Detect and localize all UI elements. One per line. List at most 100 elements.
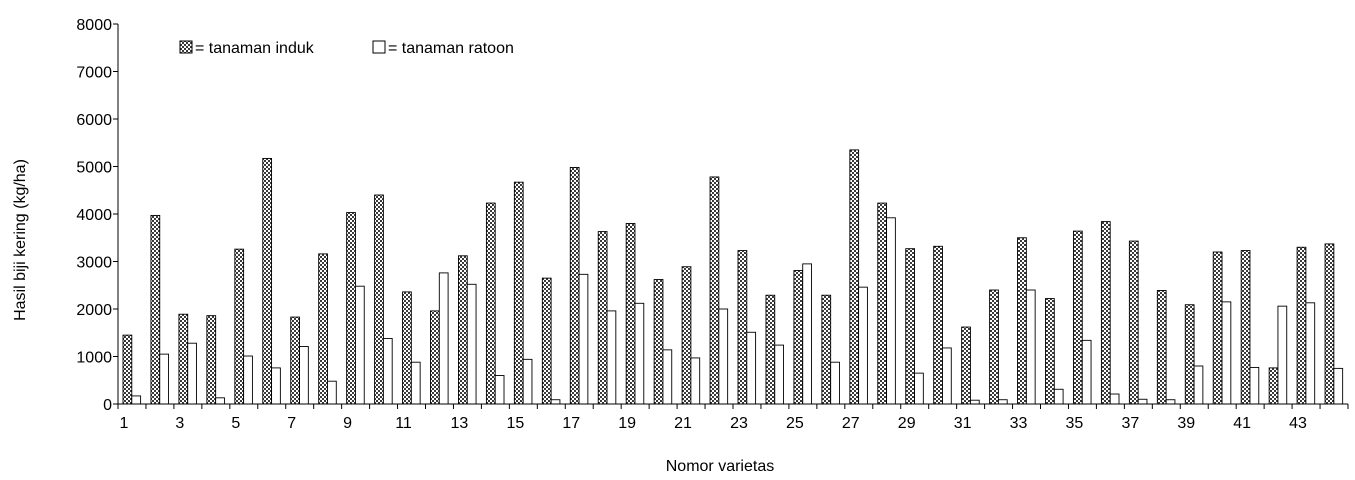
x-tick-label: 19 — [618, 415, 636, 432]
bar-tanaman-ratoon-7 — [299, 346, 309, 405]
legend-label-tanaman-induk: = tanaman induk — [195, 40, 315, 57]
bar-tanaman-induk-39 — [1184, 304, 1195, 405]
bar-tanaman-induk-37 — [1128, 240, 1139, 405]
bar-tanaman-induk-14 — [485, 202, 496, 405]
bar-tanaman-ratoon-13 — [466, 283, 477, 405]
bar-tanaman-ratoon-2 — [159, 353, 170, 405]
bar-tanaman-induk-44 — [1324, 243, 1335, 405]
bar-tanaman-induk-13 — [458, 255, 468, 405]
bars-layer — [122, 149, 1344, 405]
bar-tanaman-ratoon-31 — [969, 399, 980, 405]
bar-tanaman-induk-19 — [625, 223, 636, 405]
x-tick-label: 37 — [1121, 415, 1139, 432]
bar-tanaman-ratoon-26 — [830, 361, 840, 405]
bar-tanaman-induk-31 — [961, 326, 971, 405]
x-tick-label: 27 — [842, 415, 860, 432]
bar-tanaman-induk-17 — [569, 166, 580, 405]
bar-tanaman-induk-30 — [933, 245, 943, 405]
bar-tanaman-induk-40 — [1212, 251, 1223, 405]
y-axis-title: Hasil biji kering (kg/ha) — [12, 159, 29, 321]
bar-tanaman-induk-24 — [765, 294, 776, 405]
bar-tanaman-induk-10 — [374, 194, 384, 405]
bar-tanaman-induk-38 — [1156, 290, 1167, 405]
bar-tanaman-ratoon-44 — [1333, 367, 1344, 405]
bar-tanaman-ratoon-25 — [802, 263, 812, 405]
bar-tanaman-induk-25 — [793, 270, 804, 405]
bar-tanaman-ratoon-28 — [886, 217, 896, 405]
y-tick-label: 8000 — [76, 17, 112, 34]
bar-tanaman-induk-41 — [1240, 250, 1251, 405]
bar-tanaman-induk-20 — [653, 279, 664, 405]
y-tick-label: 6000 — [76, 112, 112, 129]
y-tick-label: 0 — [103, 397, 112, 414]
x-axis: 1 3 5 7 9 11 13 15 17 19 21 23 25 27 29 31 33 35 37 39 41 43 — [117, 403, 1349, 432]
bar-tanaman-induk-21 — [681, 266, 692, 405]
bar-tanaman-induk-32 — [989, 289, 999, 405]
bar-tanaman-ratoon-18 — [606, 310, 617, 405]
bar-tanaman-induk-4 — [206, 315, 217, 405]
bar-tanaman-ratoon-30 — [942, 347, 952, 405]
y-tick-label: 7000 — [76, 65, 112, 82]
bar-tanaman-ratoon-36 — [1109, 393, 1120, 405]
bar-tanaman-induk-2 — [150, 214, 161, 405]
bar-tanaman-induk-29 — [905, 248, 915, 405]
legend-label-tanaman-ratoon: = tanaman ratoon — [388, 40, 514, 57]
bar-tanaman-induk-28 — [877, 202, 888, 405]
bar-tanaman-ratoon-37 — [1137, 398, 1148, 405]
bar-tanaman-ratoon-11 — [410, 361, 421, 405]
x-tick-label: 41 — [1233, 415, 1251, 432]
bar-tanaman-ratoon-9 — [354, 285, 365, 405]
bar-tanaman-ratoon-32 — [997, 399, 1008, 405]
x-tick-label: 31 — [954, 415, 972, 432]
bar-tanaman-induk-7 — [290, 316, 300, 405]
bar-tanaman-ratoon-5 — [243, 355, 253, 405]
bar-tanaman-induk-34 — [1045, 298, 1055, 405]
bar-tanaman-ratoon-14 — [494, 375, 505, 405]
y-tick-label: 4000 — [76, 207, 112, 224]
bar-tanaman-ratoon-12 — [438, 272, 449, 405]
y-tick-label: 2000 — [76, 302, 112, 319]
bar-tanaman-ratoon-3 — [187, 342, 197, 405]
bar-tanaman-ratoon-27 — [858, 286, 868, 405]
x-tick-label: 43 — [1289, 415, 1307, 432]
bar-tanaman-ratoon-40 — [1221, 301, 1232, 405]
x-tick-label: 35 — [1066, 415, 1084, 432]
bar-tanaman-induk-6 — [262, 157, 273, 405]
bar-tanaman-ratoon-10 — [382, 338, 393, 405]
x-tick-label: 39 — [1177, 415, 1195, 432]
bar-tanaman-induk-33 — [1017, 237, 1027, 405]
legend-swatch-tanaman-induk — [179, 40, 193, 54]
bar-tanaman-induk-15 — [513, 181, 524, 405]
bar-tanaman-induk-8 — [318, 253, 328, 405]
x-tick-label: 1 — [120, 415, 129, 432]
y-axis: 0 1000 2000 3000 4000 5000 6000 7000 8000 — [76, 17, 119, 414]
bar-tanaman-ratoon-4 — [215, 397, 225, 405]
bar-tanaman-induk-35 — [1072, 230, 1083, 405]
bar-tanaman-induk-11 — [402, 291, 412, 405]
bar-tanaman-induk-27 — [849, 149, 860, 405]
x-tick-label: 25 — [786, 415, 804, 432]
x-tick-label: 23 — [730, 415, 748, 432]
bar-tanaman-ratoon-20 — [662, 349, 673, 405]
y-tick-label: 1000 — [76, 350, 112, 367]
bar-tanaman-ratoon-33 — [1025, 289, 1036, 405]
bar-tanaman-ratoon-17 — [578, 273, 589, 405]
bar-tanaman-induk-18 — [597, 231, 608, 405]
bar-tanaman-ratoon-43 — [1305, 302, 1316, 405]
bar-tanaman-ratoon-41 — [1249, 366, 1260, 405]
bar-tanaman-induk-42 — [1268, 367, 1279, 405]
x-tick-label: 29 — [898, 415, 916, 432]
bar-tanaman-ratoon-21 — [690, 357, 701, 405]
bar-tanaman-induk-36 — [1100, 221, 1111, 405]
bar-tanaman-induk-22 — [709, 176, 720, 405]
bar-tanaman-ratoon-34 — [1053, 388, 1064, 405]
bar-tanaman-ratoon-19 — [634, 302, 645, 405]
x-tick-label: 15 — [506, 415, 524, 432]
x-tick-label: 11 — [395, 415, 412, 432]
bar-tanaman-ratoon-42 — [1277, 305, 1288, 405]
bar-tanaman-induk-16 — [541, 277, 552, 405]
y-tick-label: 5000 — [76, 160, 112, 177]
bar-tanaman-induk-23 — [737, 250, 748, 405]
y-tick-label: 3000 — [76, 255, 112, 272]
